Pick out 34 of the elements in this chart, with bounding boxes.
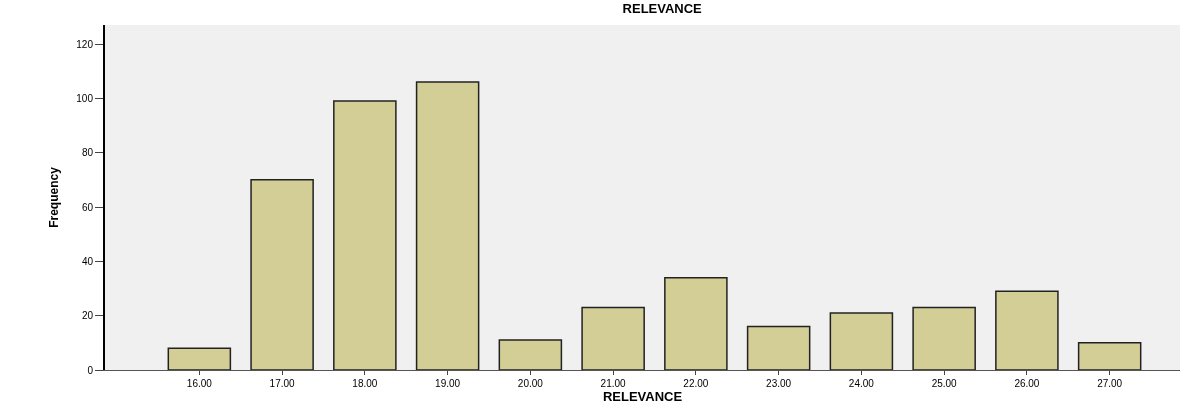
bar (995, 290, 1059, 370)
x-tick-label: 17.00 (269, 378, 296, 389)
y-tick-label: 60 (81, 201, 94, 213)
x-tick-label: 20.00 (517, 378, 544, 389)
bar (498, 339, 563, 370)
y-tick-label: 80 (81, 147, 94, 159)
bar (829, 312, 894, 370)
x-tick-label: 21.00 (600, 378, 627, 389)
x-tick-label: 25.00 (931, 378, 958, 389)
chart-title: RELEVANCE (622, 1, 703, 17)
x-tick-label: 27.00 (1097, 378, 1123, 389)
y-tick-label: 100 (76, 92, 94, 104)
bar (250, 179, 314, 370)
x-tick-label: 26.00 (1014, 378, 1040, 389)
bar (415, 81, 480, 370)
x-tick-label: 16.00 (186, 378, 213, 389)
x-tick-label: 24.00 (848, 378, 875, 389)
bar (664, 276, 728, 370)
x-tick-label: 18.00 (352, 378, 378, 389)
x-tick-label: 23.00 (766, 378, 792, 389)
bar (746, 325, 811, 370)
bar (581, 306, 645, 370)
y-tick-label: 120 (76, 38, 94, 50)
bar (1077, 342, 1142, 370)
x-tick-label: 22.00 (683, 378, 709, 389)
y-tick-label: 0 (87, 364, 94, 376)
bar (167, 347, 232, 370)
y-axis-title: Frequency (47, 166, 62, 228)
bar (912, 306, 976, 370)
y-tick-label: 40 (81, 255, 94, 267)
x-axis-title: RELEVANCE (602, 389, 683, 404)
y-tick-label: 20 (81, 310, 94, 322)
x-tick-label: 19.00 (435, 378, 461, 389)
bar (333, 100, 397, 370)
